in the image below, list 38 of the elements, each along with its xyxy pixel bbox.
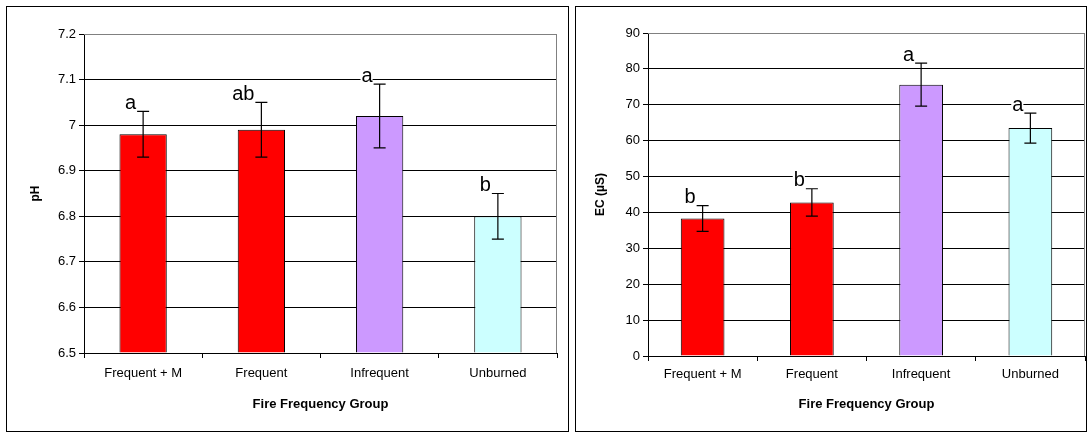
y-tick-label: 6.6 xyxy=(57,299,76,315)
x-tick-label: Frequent + M xyxy=(104,365,182,381)
y-tick-label: 30 xyxy=(625,239,640,255)
x-tick-label: Unburned xyxy=(1001,366,1059,382)
annotation: ab xyxy=(232,81,255,104)
y-tick-label: 0 xyxy=(632,347,640,363)
y-tick-label: 60 xyxy=(625,132,640,148)
y-axis-title: pH xyxy=(27,185,42,202)
y-tick-label: 6.8 xyxy=(57,207,76,223)
y-tick-label: 90 xyxy=(625,24,640,40)
y-tick-label: 6.9 xyxy=(57,162,76,178)
y-tick-label: 20 xyxy=(625,275,640,291)
y-tick-label: 50 xyxy=(625,168,640,184)
y-axis-title: EC (µS) xyxy=(592,173,607,216)
y-tick-label: 7.1 xyxy=(57,71,76,87)
x-axis-title: Fire Frequency Group xyxy=(798,395,935,411)
x-tick-label: Frequent xyxy=(235,365,288,381)
y-tick-label: 80 xyxy=(625,60,640,76)
x-axis-title: Fire Frequency Group xyxy=(252,395,389,411)
annotation: b xyxy=(479,173,491,196)
y-tick-label: 7 xyxy=(68,116,76,132)
annotation: a xyxy=(903,42,915,65)
y-tick-label: 10 xyxy=(625,311,640,327)
y-tick-label: 70 xyxy=(625,96,640,112)
y-tick-label: 6.5 xyxy=(57,344,76,360)
y-tick-label: 7.2 xyxy=(57,25,76,41)
annotation: a xyxy=(1012,92,1025,115)
x-tick-label: Infrequent xyxy=(350,365,410,381)
annotation: a xyxy=(361,63,374,86)
annotation: b xyxy=(793,168,805,191)
x-tick-label: Frequent + M xyxy=(663,366,742,382)
annotation: b xyxy=(684,185,696,208)
x-tick-label: Unburned xyxy=(469,365,527,381)
annotation: a xyxy=(125,90,137,113)
y-tick-label: 40 xyxy=(625,204,640,220)
x-tick-label: Frequent xyxy=(785,366,839,382)
x-tick-label: Infrequent xyxy=(891,366,951,382)
y-tick-label: 6.7 xyxy=(57,253,76,269)
